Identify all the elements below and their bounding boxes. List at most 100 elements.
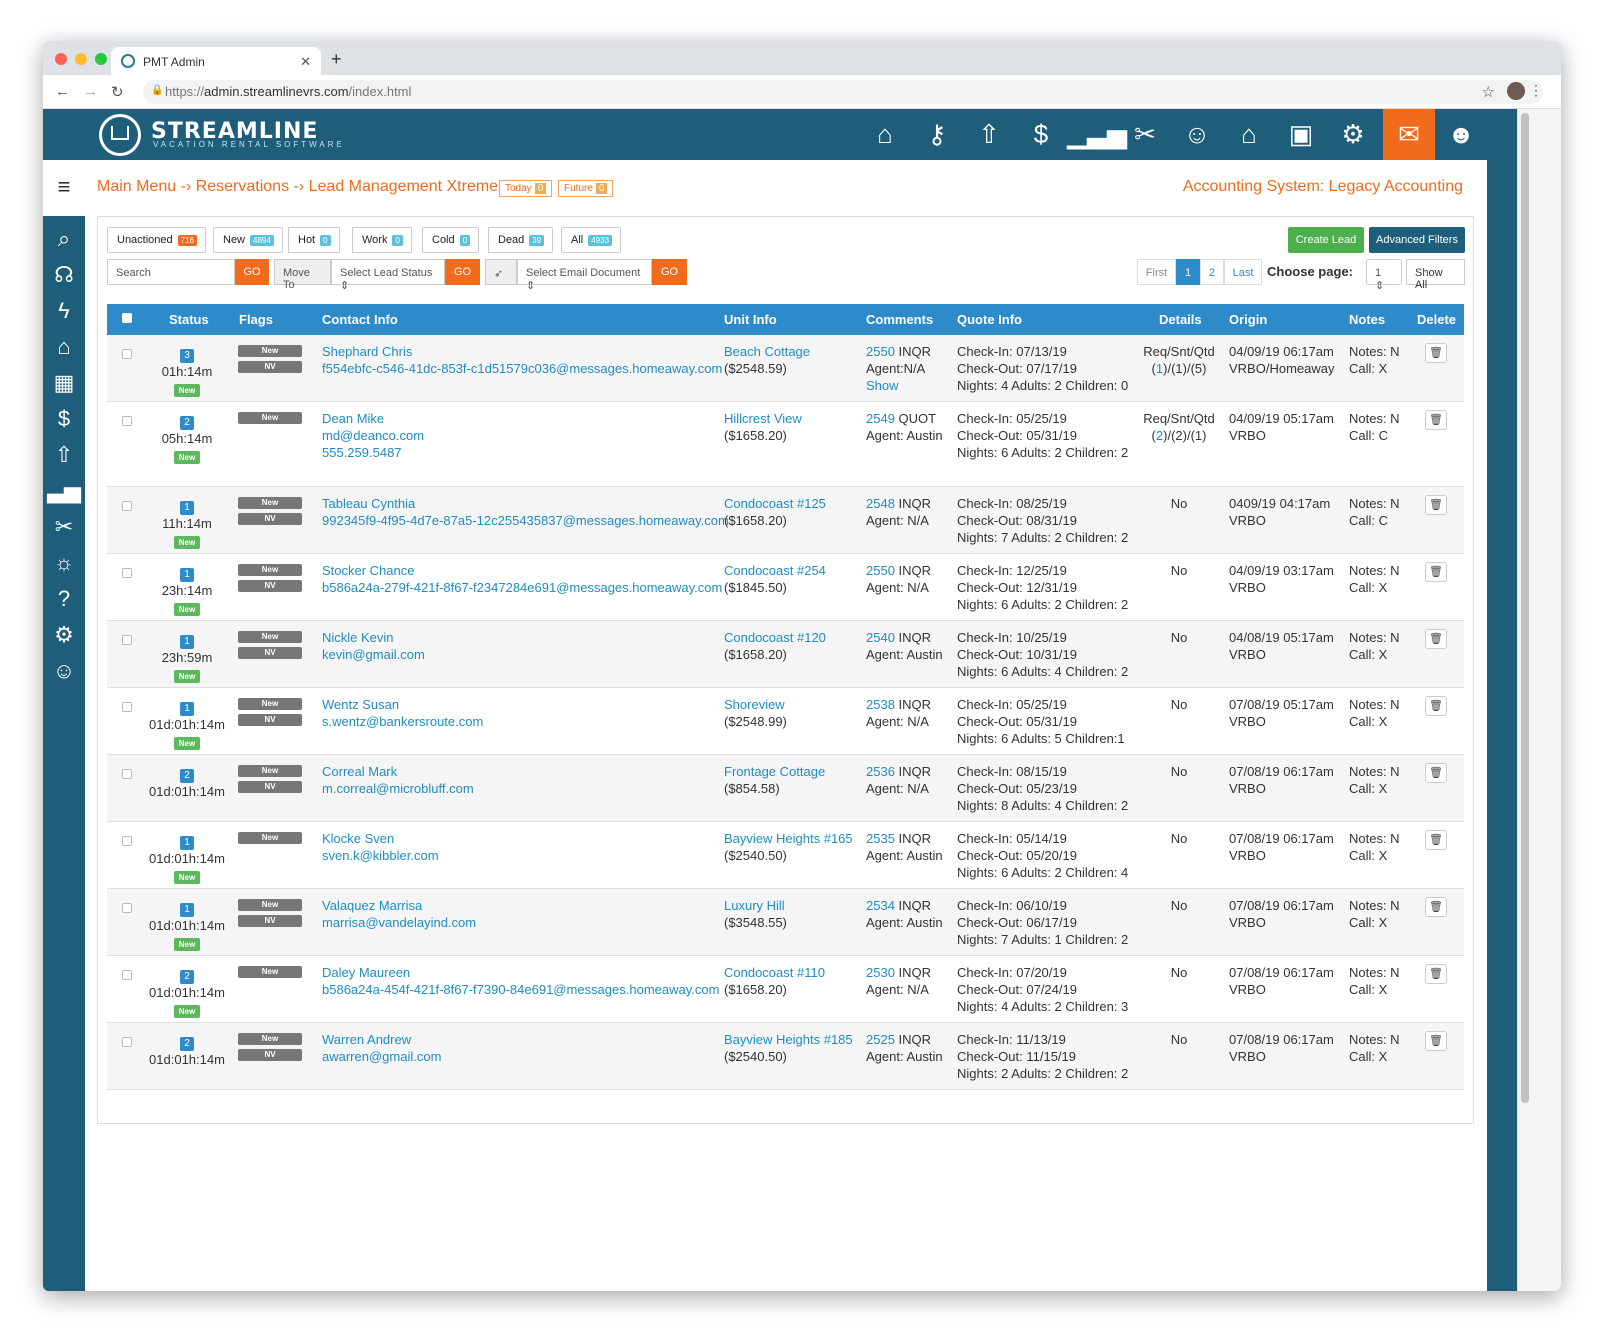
row-checkbox[interactable] bbox=[122, 769, 132, 779]
quote-id-link[interactable]: 2548 bbox=[866, 496, 895, 511]
col-comments[interactable]: Comments bbox=[866, 312, 934, 327]
quote-id-link[interactable]: 2540 bbox=[866, 630, 895, 645]
create-lead-button[interactable]: Create Lead bbox=[1288, 227, 1364, 253]
idea-icon[interactable]: ☼ bbox=[53, 550, 75, 575]
row-checkbox[interactable] bbox=[122, 349, 132, 359]
contact-name-link[interactable]: Daley Maureen bbox=[322, 965, 411, 980]
today-badge[interactable]: Today 0 bbox=[499, 180, 553, 197]
bookmark-star-icon[interactable]: ☆ bbox=[1481, 84, 1495, 101]
quote-id-link[interactable]: 2535 bbox=[866, 831, 895, 846]
filter-unactioned-button[interactable]: Unactioned 716 bbox=[107, 227, 207, 253]
unit-name-link[interactable]: Bayview Heights #185 bbox=[724, 1032, 853, 1047]
delete-button[interactable]: 🗑 bbox=[1425, 629, 1447, 649]
col-quote[interactable]: Quote Info bbox=[957, 312, 1022, 327]
contact-detail-link[interactable]: s.wentz@bankersroute.com bbox=[322, 714, 484, 729]
col-details[interactable]: Details bbox=[1159, 312, 1202, 327]
back-icon[interactable]: ← bbox=[55, 83, 70, 100]
unit-name-link[interactable]: Condocoast #110 bbox=[724, 965, 825, 980]
owners-icon[interactable]: ☺ bbox=[1183, 119, 1211, 149]
contact-name-link[interactable]: Shephard Chris bbox=[322, 344, 413, 359]
gear-icon[interactable]: ⚙ bbox=[1341, 119, 1365, 149]
hamburger-menu-icon[interactable]: ≡ bbox=[43, 160, 85, 216]
page-2-button[interactable]: 2 bbox=[1200, 259, 1224, 285]
page-1-button[interactable]: 1 bbox=[1176, 259, 1200, 285]
quote-id-link[interactable]: 2550 bbox=[866, 563, 895, 578]
scrollbar-thumb[interactable] bbox=[1521, 113, 1529, 1103]
contact-detail-link[interactable]: sven.k@kibbler.com bbox=[322, 848, 439, 863]
contact-name-link[interactable]: Warren Andrew bbox=[322, 1032, 412, 1047]
contact-name-link[interactable]: Nickle Kevin bbox=[322, 630, 394, 645]
requested-count-link[interactable]: 2 bbox=[1155, 428, 1164, 443]
close-window-button[interactable] bbox=[55, 53, 67, 65]
mail-icon[interactable]: ✉ bbox=[1383, 109, 1435, 160]
filter-all-button[interactable]: All 4933 bbox=[561, 227, 622, 253]
quote-id-link[interactable]: 2536 bbox=[866, 764, 895, 779]
contact-name-link[interactable]: Klocke Sven bbox=[322, 831, 395, 846]
unit-name-link[interactable]: Hillcrest View bbox=[724, 411, 802, 426]
maximize-window-button[interactable] bbox=[95, 53, 107, 65]
col-status[interactable]: Status bbox=[169, 312, 209, 327]
contact-name-link[interactable]: Wentz Susan bbox=[322, 697, 400, 712]
quote-id-link[interactable]: 2538 bbox=[866, 697, 895, 712]
search-input[interactable]: Search bbox=[107, 259, 235, 285]
future-badge[interactable]: Future 0 bbox=[558, 180, 614, 197]
filter-hot-button[interactable]: Hot 0 bbox=[288, 227, 340, 253]
toolbox-icon[interactable]: ▣ bbox=[1288, 119, 1314, 149]
flash-icon[interactable]: ϟ bbox=[58, 298, 70, 323]
new-tab-button[interactable]: + bbox=[331, 49, 342, 69]
filter-new-button[interactable]: New 4894 bbox=[213, 227, 283, 253]
unit-name-link[interactable]: Condocoast #125 bbox=[724, 496, 826, 511]
tools-icon[interactable]: ✂ bbox=[1134, 119, 1156, 149]
housekeeping-icon[interactable]: ⇧ bbox=[978, 119, 1000, 149]
contact-detail-link[interactable]: kevin@gmail.com bbox=[322, 647, 425, 662]
contact-detail-link[interactable]: b586a24a-454f-421f-8f67-f7390-84e691@mes… bbox=[322, 982, 720, 997]
help-icon[interactable]: ? bbox=[57, 586, 71, 611]
unit-name-link[interactable]: Beach Cottage bbox=[724, 344, 811, 359]
search-icon[interactable]: ⌕ bbox=[57, 226, 71, 251]
unit-name-link[interactable]: Bayview Heights #165 bbox=[724, 831, 853, 846]
quote-id-link[interactable]: 2550 bbox=[866, 344, 895, 359]
row-checkbox[interactable] bbox=[122, 702, 132, 712]
dollar-icon[interactable]: $ bbox=[57, 406, 71, 431]
col-delete[interactable]: Delete bbox=[1417, 312, 1457, 327]
reports-icon[interactable]: ▃▅ bbox=[47, 478, 81, 503]
first-page-button[interactable]: First bbox=[1137, 259, 1176, 285]
select-all-checkbox[interactable] bbox=[122, 313, 132, 323]
row-checkbox[interactable] bbox=[122, 501, 132, 511]
contact-name-link[interactable]: Dean Mike bbox=[322, 411, 385, 426]
tools-icon[interactable]: ✂ bbox=[54, 514, 74, 539]
contact-detail-link[interactable]: m.correal@microbluff.com bbox=[322, 781, 474, 796]
row-checkbox[interactable] bbox=[122, 1037, 132, 1047]
advanced-filters-button[interactable]: Advanced Filters bbox=[1369, 227, 1465, 253]
contact-detail-link[interactable]: 992345f9-4f95-4d7e-87a5-12c255435837@mes… bbox=[322, 513, 729, 528]
quote-id-link[interactable]: 2549 bbox=[866, 411, 895, 426]
col-contact[interactable]: Contact Info bbox=[322, 312, 398, 327]
row-checkbox[interactable] bbox=[122, 970, 132, 980]
lead-status-select[interactable]: Select Lead Status ⇕ bbox=[331, 259, 445, 292]
unit-name-link[interactable]: Frontage Cottage bbox=[724, 764, 826, 779]
support-icon[interactable]: ☊ bbox=[54, 262, 74, 287]
unit-name-link[interactable]: Condocoast #120 bbox=[724, 630, 826, 645]
dollar-icon[interactable]: $ bbox=[1033, 119, 1049, 149]
row-checkbox[interactable] bbox=[122, 836, 132, 846]
col-unit[interactable]: Unit Info bbox=[724, 312, 777, 327]
contact-detail-link[interactable]: marrisa@vandelayind.com bbox=[322, 915, 477, 930]
last-page-button[interactable]: Last bbox=[1224, 259, 1262, 285]
reports-icon[interactable]: ▁▃▅ bbox=[1067, 119, 1127, 149]
scrollbar[interactable] bbox=[1517, 109, 1561, 1291]
property-info-icon[interactable]: ⌂ bbox=[1241, 119, 1257, 149]
close-tab-icon[interactable]: ✕ bbox=[300, 54, 311, 69]
col-notes[interactable]: Notes bbox=[1349, 312, 1386, 327]
move-go-button[interactable]: GO bbox=[445, 259, 480, 285]
browser-menu-icon[interactable]: ⋮ bbox=[1529, 82, 1543, 98]
unit-name-link[interactable]: Luxury Hill bbox=[724, 898, 785, 913]
show-all-button[interactable]: Show All bbox=[1406, 259, 1465, 291]
show-comments-link[interactable]: Show bbox=[866, 378, 899, 393]
contact-detail-link[interactable]: md@deanco.com bbox=[322, 428, 425, 443]
unit-name-link[interactable]: Shoreview bbox=[724, 697, 785, 712]
contact-detail-link[interactable]: 555.259.5487 bbox=[322, 445, 402, 460]
home-icon[interactable]: ⌂ bbox=[877, 119, 893, 149]
delete-button[interactable]: 🗑 bbox=[1425, 964, 1447, 984]
col-flags[interactable]: Flags bbox=[239, 312, 273, 327]
search-go-button[interactable]: GO bbox=[235, 259, 269, 285]
